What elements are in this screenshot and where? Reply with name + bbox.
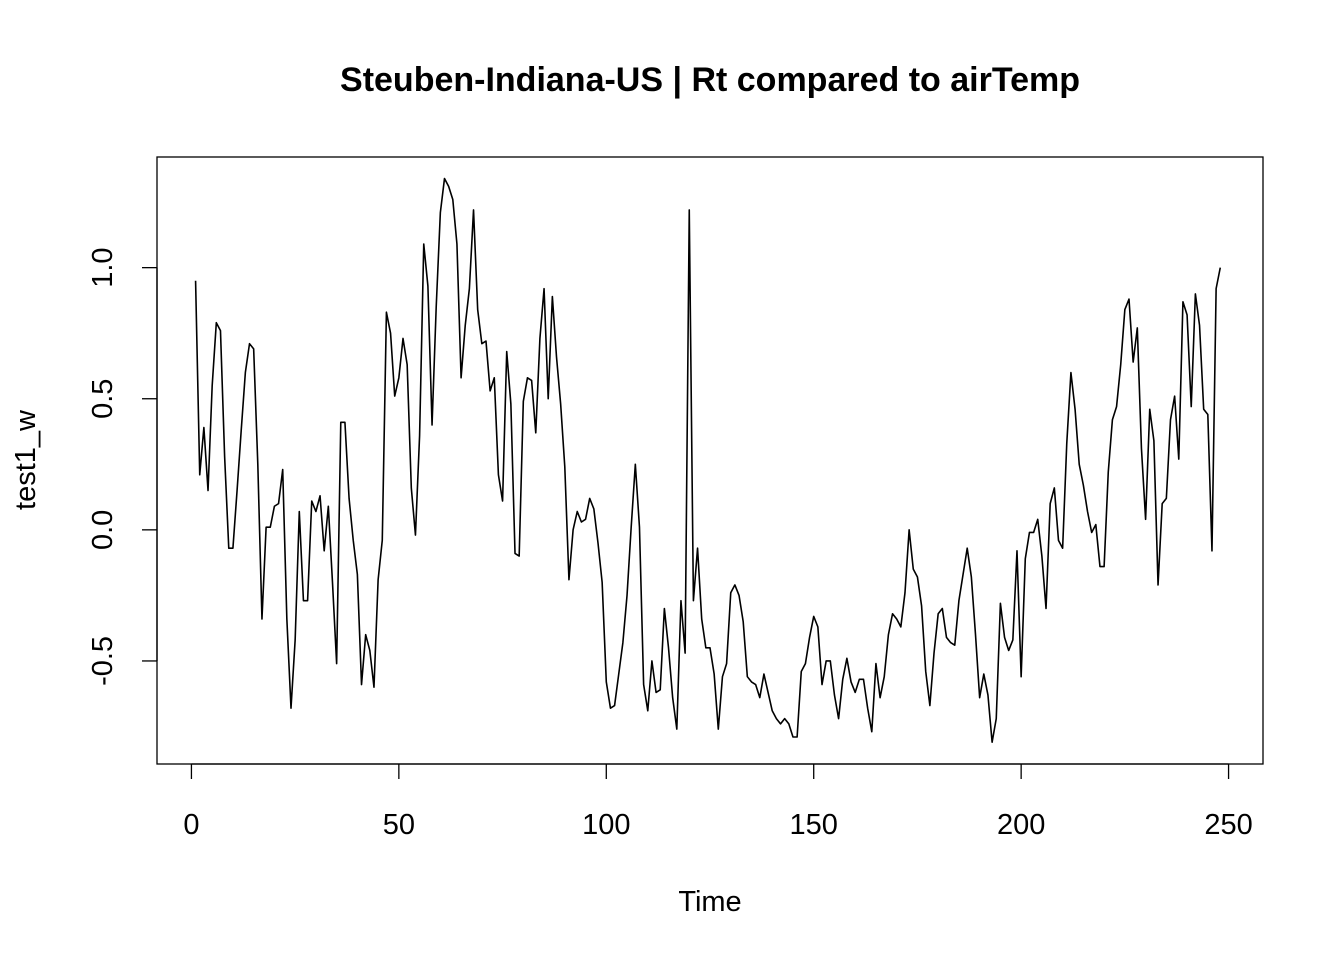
y-axis-label: test1_w [10,409,42,510]
plot-frame [156,156,1264,765]
x-tick-label: 150 [790,809,838,841]
x-axis-label: Time [678,886,741,918]
chart-title: Steuben-Indiana-US | Rt compared to airT… [340,61,1080,99]
y-axis: -0.5 0.0 0.5 1.0 [87,247,158,686]
x-tick-label: 250 [1204,809,1252,841]
series-line [194,177,1222,744]
y-tick-label: 0.5 [87,379,119,419]
y-tick-label: -0.5 [87,636,119,686]
x-tick-label: 50 [383,809,415,841]
x-tick-label: 200 [997,809,1045,841]
x-axis: 0 50 100 150 200 250 [183,763,1253,841]
x-tick-label: 0 [183,809,199,841]
x-tick-label: 100 [582,809,630,841]
y-tick-label: 1.0 [87,247,119,287]
y-tick-label: 0.0 [87,510,119,550]
